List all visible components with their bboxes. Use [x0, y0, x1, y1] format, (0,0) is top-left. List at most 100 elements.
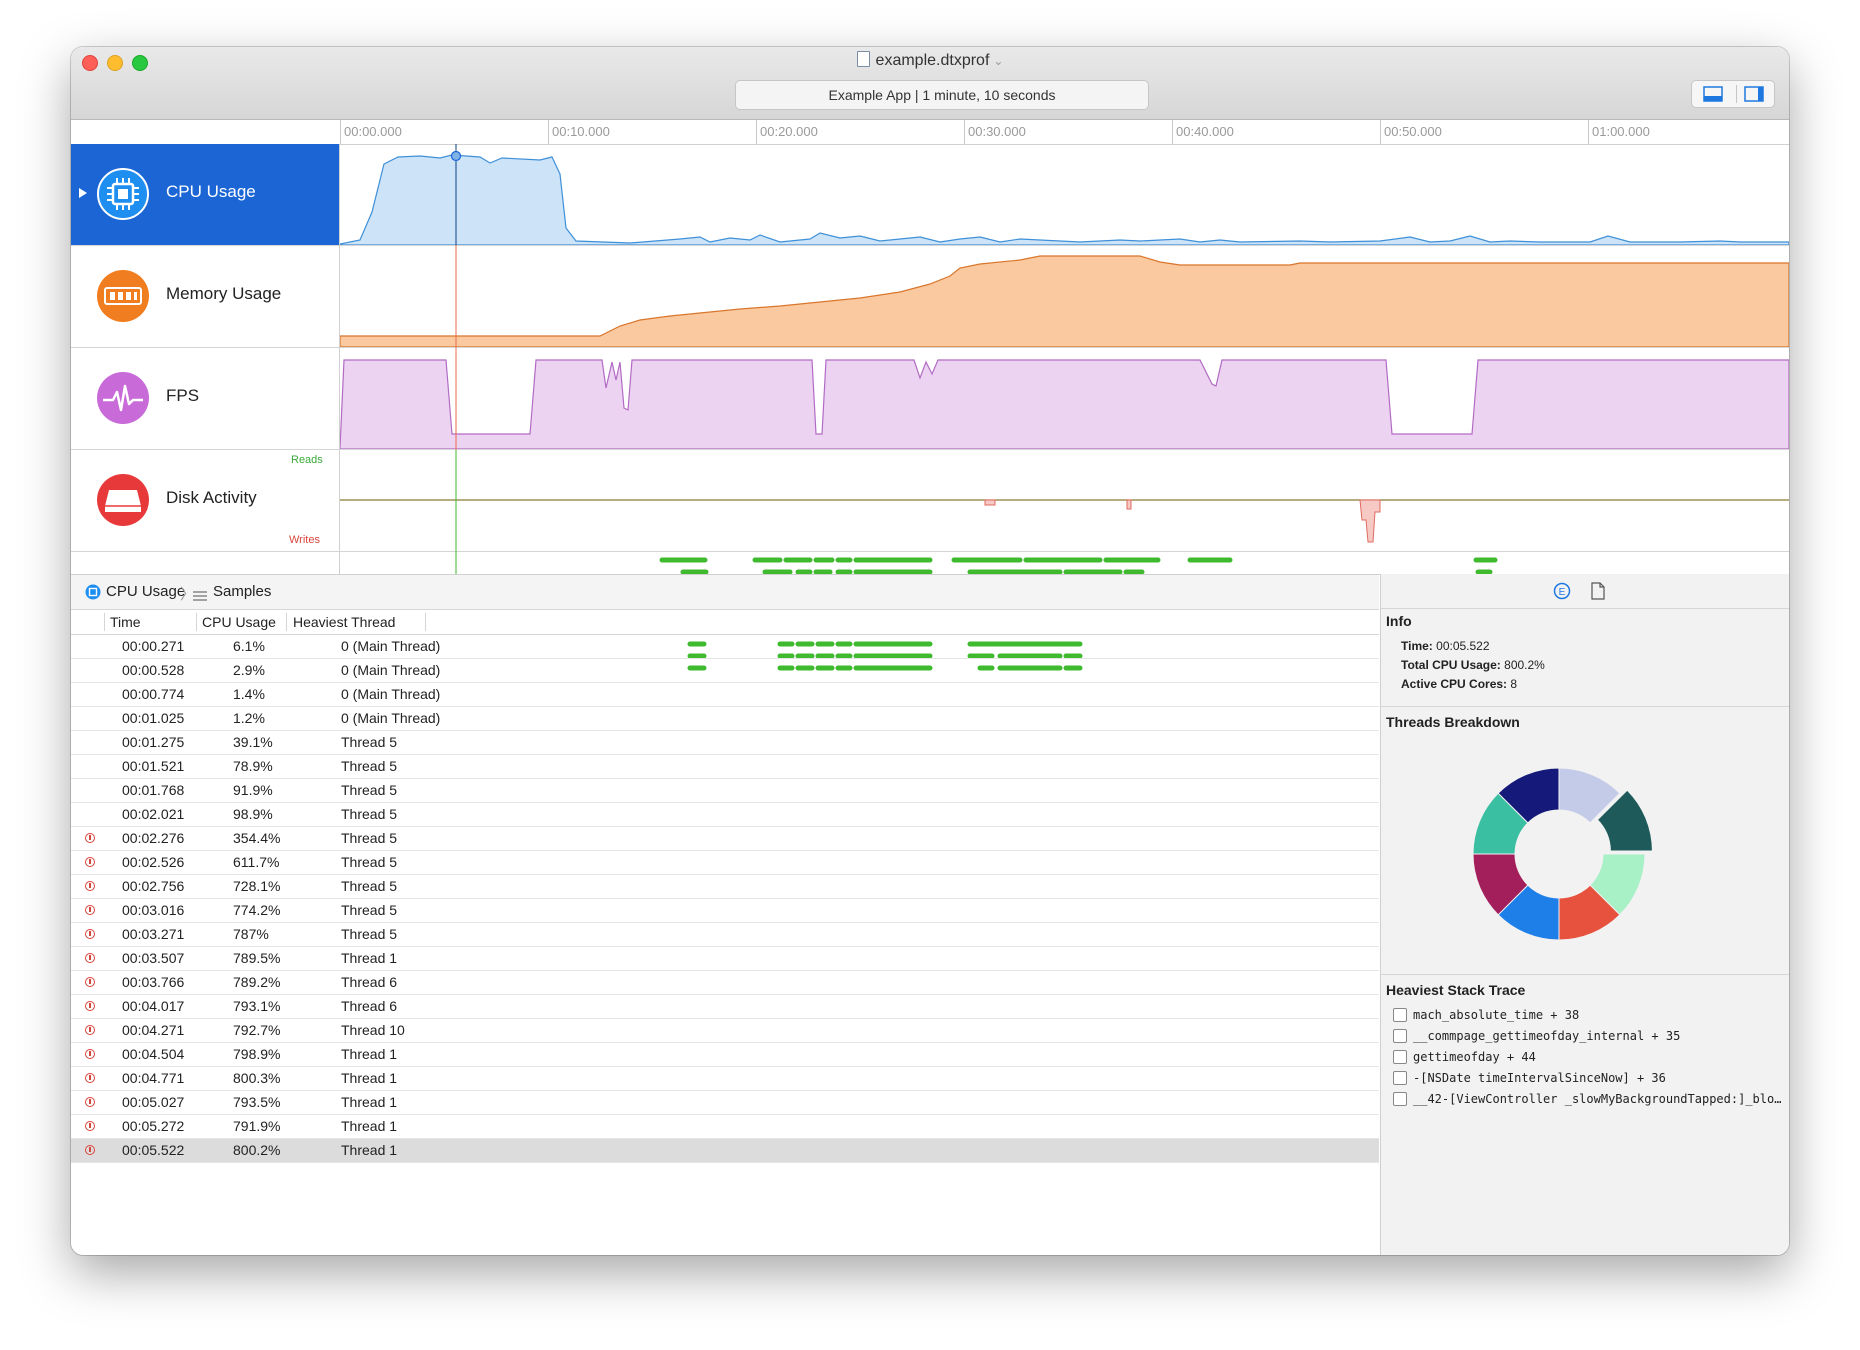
section-divider — [1381, 706, 1789, 707]
track-disk-activity[interactable]: Disk Activity Reads Writes — [71, 450, 339, 552]
warning-icon — [85, 1025, 95, 1035]
method-frame-icon — [1393, 1071, 1407, 1085]
cell-time: 00:04.271 — [122, 1022, 185, 1038]
table-row[interactable]: 00:01.521 78.9% Thread 5 — [71, 755, 1379, 779]
samples-table[interactable]: 00:00.271 6.1% 0 (Main Thread) 00:00.528 2.9… — [71, 635, 1379, 1195]
zoom-window-button[interactable] — [132, 55, 148, 71]
track-threads[interactable] — [71, 552, 339, 574]
stack-frame[interactable]: mach_absolute_time + 38 — [1393, 1008, 1783, 1022]
right-pane-icon — [1744, 86, 1764, 102]
memory-usage-graph[interactable] — [339, 246, 1789, 348]
table-row[interactable]: 00:00.528 2.9% 0 (Main Thread) — [71, 659, 1379, 683]
inspector-tabs: E — [1381, 574, 1789, 609]
threads-breakdown-donut[interactable] — [1381, 734, 1789, 954]
title-bar: example.dtxprof ⌄ Example App | 1 minute,… — [71, 47, 1789, 120]
cell-time: 00:02.021 — [122, 806, 185, 822]
cell-heaviest-thread: Thread 5 — [341, 758, 398, 774]
track-memory-usage[interactable]: Memory Usage — [71, 246, 339, 348]
app-window: example.dtxprof ⌄ Example App | 1 minute,… — [71, 47, 1789, 1255]
breadcrumb-root[interactable]: CPU Usage — [106, 583, 186, 600]
stack-frame[interactable]: __42-[ViewController _slowMyBackgroundTa… — [1393, 1092, 1783, 1106]
table-row[interactable]: 00:04.017 793.1% Thread 6 — [71, 995, 1379, 1019]
track-name: Disk Activity — [166, 488, 257, 507]
cell-heaviest-thread: Thread 6 — [341, 974, 398, 990]
timeline-playhead[interactable] — [71, 144, 1789, 574]
document-icon[interactable] — [1591, 582, 1605, 605]
stack-frame-text: -[NSDate timeIntervalSinceNow] + 36 — [1413, 1071, 1666, 1085]
toggle-inspector-button[interactable] — [1736, 85, 1771, 103]
timeline-ruler[interactable]: 00:00.000 00:10.000 00:20.000 00:30.000 … — [71, 120, 1789, 145]
disk-activity-plot — [340, 499, 1789, 543]
donut-slice[interactable] — [1497, 767, 1560, 824]
cpu-usage-graph[interactable] — [339, 144, 1789, 246]
table-row[interactable]: 00:03.766 789.2% Thread 6 — [71, 971, 1379, 995]
cell-cpu-usage: 78.9% — [233, 758, 273, 774]
donut-slice[interactable] — [1596, 789, 1653, 852]
table-row[interactable]: 00:05.522 800.2% Thread 1 — [71, 1139, 1379, 1163]
column-header-cpu-usage[interactable]: CPU Usage — [202, 614, 276, 630]
track-fps[interactable]: FPS — [71, 348, 339, 450]
cpu-chip-icon — [97, 168, 149, 220]
info-active-cores-label: Active CPU Cores: — [1401, 677, 1508, 691]
table-row[interactable]: 00:05.272 791.9% Thread 1 — [71, 1115, 1379, 1139]
table-row[interactable]: 00:04.504 798.9% Thread 1 — [71, 1043, 1379, 1067]
track-cpu-usage[interactable]: CPU Usage — [71, 144, 339, 246]
table-row[interactable]: 00:02.526 611.7% Thread 5 — [71, 851, 1379, 875]
disclosure-triangle-icon[interactable] — [79, 188, 87, 198]
extended-info-icon[interactable]: E — [1553, 582, 1571, 605]
table-row[interactable]: 00:04.771 800.3% Thread 1 — [71, 1067, 1379, 1091]
heaviest-stack-trace-title: Heaviest Stack Trace — [1386, 982, 1526, 998]
stack-frame[interactable]: __commpage_gettimeofday_internal + 35 — [1393, 1029, 1783, 1043]
table-row[interactable]: 00:03.271 787% Thread 5 — [71, 923, 1379, 947]
table-row[interactable]: 00:04.271 792.7% Thread 10 — [71, 1019, 1379, 1043]
table-row[interactable]: 00:01.025 1.2% 0 (Main Thread) — [71, 707, 1379, 731]
cell-heaviest-thread: Thread 5 — [341, 830, 398, 846]
cpu-usage-small-icon — [85, 584, 101, 604]
cell-time: 00:03.271 — [122, 926, 185, 942]
table-row[interactable]: 00:00.271 6.1% 0 (Main Thread) — [71, 635, 1379, 659]
stack-frame[interactable]: gettimeofday + 44 — [1393, 1050, 1783, 1064]
disk-activity-graph[interactable] — [340, 450, 1789, 552]
cell-cpu-usage: 728.1% — [233, 878, 281, 894]
cell-heaviest-thread: Thread 5 — [341, 782, 398, 798]
memory-usage-plot — [339, 255, 1789, 348]
column-header-heaviest-thread[interactable]: Heaviest Thread — [293, 614, 396, 630]
toggle-bottom-pane-button[interactable] — [1696, 85, 1730, 103]
fps-plot — [339, 359, 1789, 450]
cell-heaviest-thread: Thread 5 — [341, 734, 398, 750]
cell-heaviest-thread: Thread 1 — [341, 1142, 398, 1158]
fps-graph[interactable] — [339, 348, 1789, 450]
cell-heaviest-thread: Thread 1 — [341, 1094, 398, 1110]
info-total-cpu-value: 800.2% — [1504, 658, 1545, 672]
stack-frame[interactable]: -[NSDate timeIntervalSinceNow] + 36 — [1393, 1071, 1783, 1085]
warning-icon — [85, 1121, 95, 1131]
table-row[interactable]: 00:05.027 793.5% Thread 1 — [71, 1091, 1379, 1115]
cell-heaviest-thread: Thread 5 — [341, 854, 398, 870]
cell-time: 00:04.771 — [122, 1070, 185, 1086]
cell-cpu-usage: 39.1% — [233, 734, 273, 750]
table-row[interactable]: 00:03.507 789.5% Thread 1 — [71, 947, 1379, 971]
cell-heaviest-thread: 0 (Main Thread) — [341, 686, 441, 702]
stack-frame-text: mach_absolute_time + 38 — [1413, 1008, 1580, 1022]
cell-cpu-usage: 791.9% — [233, 1118, 281, 1134]
info-time-label: Time: — [1401, 639, 1433, 653]
column-header-time[interactable]: Time — [110, 614, 141, 630]
table-row[interactable]: 00:02.756 728.1% Thread 5 — [71, 875, 1379, 899]
donut-slice[interactable] — [1558, 767, 1621, 824]
cell-time: 00:01.025 — [122, 710, 185, 726]
document-title[interactable]: example.dtxprof ⌄ — [71, 51, 1789, 70]
table-row[interactable]: 00:01.275 39.1% Thread 5 — [71, 731, 1379, 755]
breadcrumb-leaf[interactable]: Samples — [213, 583, 272, 600]
table-row[interactable]: 00:02.021 98.9% Thread 5 — [71, 803, 1379, 827]
ruler-tick: 00:40.000 — [1172, 120, 1234, 144]
warning-icon — [85, 857, 95, 867]
track-name: CPU Usage — [166, 182, 256, 201]
table-row[interactable]: 00:00.774 1.4% 0 (Main Thread) — [71, 683, 1379, 707]
minimize-window-button[interactable] — [107, 55, 123, 71]
writes-label: Writes — [289, 534, 320, 546]
table-row[interactable]: 00:02.276 354.4% Thread 5 — [71, 827, 1379, 851]
table-row[interactable]: 00:03.016 774.2% Thread 5 — [71, 899, 1379, 923]
table-row[interactable]: 00:01.768 91.9% Thread 5 — [71, 779, 1379, 803]
close-window-button[interactable] — [82, 55, 98, 71]
block-frame-icon — [1393, 1092, 1407, 1106]
